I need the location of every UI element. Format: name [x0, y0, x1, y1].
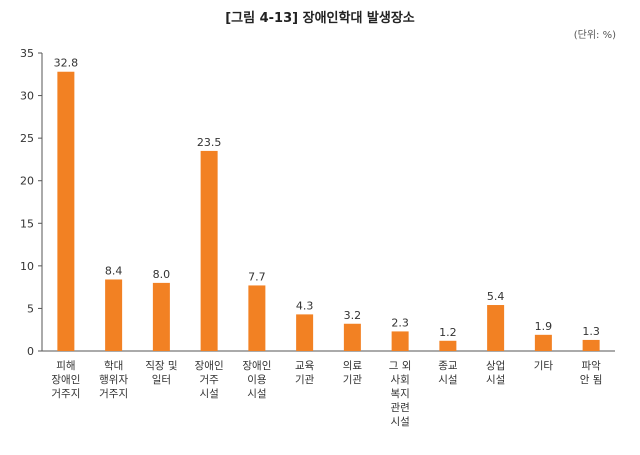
data-label: 8.4: [105, 264, 123, 277]
y-tick-label: 20: [20, 175, 34, 188]
bar: [439, 340, 457, 351]
category-label: 직장 및 일터: [145, 360, 177, 386]
category-labels: 피해 장애인 거주지 학대 행위자 거주지 직장 및 일터 장애인 거주 시설 장애인 이용 시설 교육 기관…: [51, 359, 602, 428]
bar: [487, 305, 505, 351]
data-label: 4.3: [296, 299, 314, 312]
y-tick-label: 15: [20, 217, 34, 230]
bar: [391, 331, 409, 351]
y-tick-label: 10: [20, 260, 34, 273]
category-label: 피해 장애인 거주지: [51, 359, 80, 400]
data-label: 2.3: [391, 316, 409, 329]
data-label: 1.2: [439, 326, 457, 339]
data-label: 3.2: [344, 309, 362, 322]
bar: [200, 150, 218, 351]
bar: [534, 334, 552, 351]
data-label: 32.8: [54, 57, 79, 70]
category-label: 교육 기관: [295, 360, 315, 386]
bars: [57, 71, 600, 351]
bar: [296, 314, 314, 351]
data-label: 1.3: [582, 325, 600, 338]
data-label: 23.5: [197, 136, 222, 149]
bar: [152, 282, 170, 351]
chart-title: [그림 4-13] 장애인학대 발생장소: [225, 10, 415, 26]
y-axis-ticks: 0 5 10 15 20 25 30 35: [20, 47, 42, 358]
data-label: 7.7: [248, 270, 266, 283]
category-label: 장애인 거주 시설: [195, 360, 224, 400]
y-tick-label: 5: [27, 302, 34, 315]
y-tick-label: 30: [20, 90, 34, 103]
y-tick-label: 0: [27, 345, 34, 358]
category-label: 장애인 이용 시설: [242, 360, 271, 400]
bar: [248, 285, 266, 351]
category-label: 학대 행위자 거주지: [99, 360, 128, 400]
data-labels: 32.8 8.4 8.0 23.5 7.7 4.3 3.2 2.3 1.2 5.4 1.9 1.3: [54, 57, 600, 339]
data-label: 1.9: [535, 320, 553, 333]
category-label: 상업 시설: [486, 359, 505, 386]
bar: [57, 71, 75, 351]
category-label: 종교 시설: [438, 360, 458, 386]
data-label: 5.4: [487, 290, 505, 303]
bar: [582, 339, 600, 351]
bar: [105, 279, 123, 351]
category-label: 그 외 사회 복지 관련 시설: [389, 360, 412, 428]
bar: [343, 323, 361, 351]
y-tick-label: 35: [20, 47, 34, 60]
category-label: 기타: [534, 360, 554, 372]
category-label: 의료 기관: [343, 360, 363, 386]
unit-label: (단위: %): [574, 28, 616, 41]
category-label: 파악 안 됨: [580, 360, 603, 386]
data-label: 8.0: [153, 268, 171, 281]
y-tick-label: 25: [20, 132, 34, 145]
